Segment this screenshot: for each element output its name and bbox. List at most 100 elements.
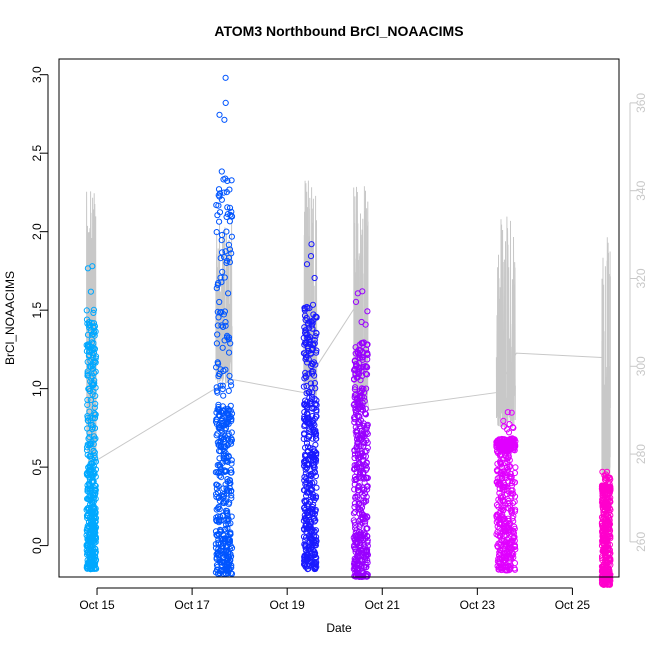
data-point [90,306,98,313]
data-point [351,392,358,399]
data-point [301,415,308,422]
data-point [224,177,231,184]
data-point [310,461,318,468]
data-point [354,406,361,413]
data-point [497,532,504,539]
data-point [91,414,99,422]
x-tick-label: Oct 21 [365,598,401,612]
data-point [91,436,98,443]
data-point [360,531,367,539]
data-point [220,392,227,399]
y-tick-label: 2.5 [30,145,44,162]
data-point [511,479,519,486]
data-point [227,378,234,385]
data-point [89,422,96,429]
data-point [312,361,319,368]
data-point [360,492,367,500]
data-point [508,487,515,494]
data-point [508,490,515,497]
data-point [301,541,308,548]
data-point [300,334,307,341]
data-point [219,385,226,393]
data-point [496,436,503,443]
data-point [218,231,226,239]
data-point [305,461,312,468]
data-point [304,405,311,412]
data-point [301,400,308,407]
data-point [311,528,318,536]
data-point [312,432,319,439]
data-point [309,535,316,542]
data-point [309,301,317,308]
data-point [364,308,371,315]
data-point [301,430,308,437]
data-point [224,559,231,567]
data-point [219,268,226,275]
data-point [502,528,509,535]
data-point [599,581,606,588]
data-point [357,507,364,514]
data-point [212,541,219,548]
data-point [352,508,359,516]
data-point [353,374,360,381]
data-point [353,432,360,439]
data-point [84,488,91,495]
data-point [86,534,93,541]
data-point [86,408,93,415]
data-point [216,298,223,306]
y2-tick-label: 340 [634,180,648,200]
data-point [226,372,233,379]
data-point [221,274,228,281]
data-point [225,568,232,575]
data-point [214,462,221,469]
data-point [354,553,361,560]
data-point [84,425,91,432]
data-point [497,460,504,467]
data-point [228,417,235,424]
data-point [355,346,362,353]
data-point [301,459,308,467]
y2-tick-label: 360 [634,93,648,113]
data-point [357,364,364,371]
data-point [303,261,311,268]
data-point [494,460,501,467]
data-point [505,528,513,535]
data-point [215,202,222,209]
data-point [363,429,370,436]
data-point [508,409,515,416]
data-point [217,409,224,416]
data-point [309,345,316,352]
data-point [214,308,221,315]
data-point [309,320,316,327]
data-point [218,444,225,451]
data-point [228,457,235,464]
data-point [213,384,220,391]
chart-title: ATOM3 Northbound BrCl_NOAACIMS [214,23,463,39]
data-point [302,373,309,380]
data-point [600,510,607,518]
data-point [220,176,227,183]
x-tick-label: Oct 19 [270,598,306,612]
data-point [92,353,100,360]
data-point [224,211,231,218]
data-point [310,464,317,471]
data-point [312,430,320,437]
data-point [310,515,317,522]
data-point [311,479,318,486]
data-point [364,539,371,546]
data-point [218,196,225,203]
data-point [85,341,92,348]
data-point [305,414,312,421]
data-point [222,99,229,107]
data-point [88,522,95,529]
data-point [225,418,232,425]
x-tick-label: Oct 23 [460,598,496,612]
data-point [221,426,228,433]
data-point [305,503,312,510]
data-point [88,440,95,447]
data-point [508,510,515,517]
data-point [606,568,613,575]
x-tick-label: Oct 17 [174,598,210,612]
data-point [302,351,309,358]
